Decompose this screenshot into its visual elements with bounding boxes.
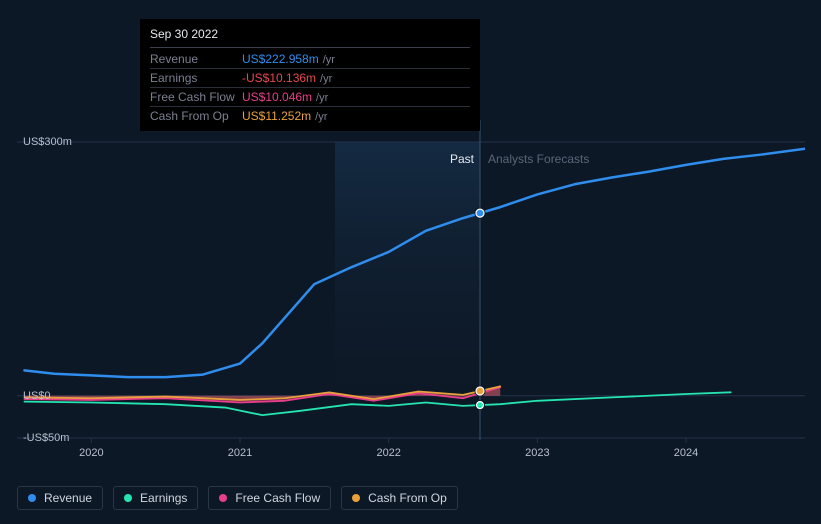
legend-dot <box>28 494 36 502</box>
tooltip-unit: /yr <box>320 73 332 85</box>
tooltip-unit: /yr <box>316 92 328 104</box>
tooltip-row-fcf: Free Cash Flow US$10.046m /yr <box>150 88 470 107</box>
tooltip-label: Cash From Op <box>150 109 242 123</box>
section-label-forecast: Analysts Forecasts <box>488 152 589 166</box>
legend-label: Earnings <box>140 491 187 505</box>
tooltip-label: Free Cash Flow <box>150 90 242 104</box>
y-axis-label: US$300m <box>23 136 72 148</box>
chart-legend: Revenue Earnings Free Cash Flow Cash Fro… <box>17 486 458 510</box>
section-label-past: Past <box>450 152 474 166</box>
x-axis-label: 2024 <box>674 447 698 459</box>
y-axis-label: US$0 <box>23 390 51 402</box>
tooltip-value: US$222.958m <box>242 52 319 66</box>
y-axis-label: -US$50m <box>23 432 69 444</box>
tooltip-value: -US$10.136m <box>242 71 316 85</box>
x-axis-label: 2023 <box>525 447 549 459</box>
legend-dot <box>124 494 132 502</box>
legend-label: Free Cash Flow <box>235 491 320 505</box>
tooltip-value: US$10.046m <box>242 90 312 104</box>
x-axis-label: 2022 <box>376 447 400 459</box>
legend-item-earnings[interactable]: Earnings <box>113 486 198 510</box>
tooltip-row-earnings: Earnings -US$10.136m /yr <box>150 69 470 88</box>
x-axis-label: 2020 <box>79 447 103 459</box>
legend-label: Revenue <box>44 491 92 505</box>
tooltip-date: Sep 30 2022 <box>150 27 470 48</box>
legend-item-cfo[interactable]: Cash From Op <box>341 486 458 510</box>
legend-dot <box>352 494 360 502</box>
earnings-revenue-chart[interactable]: US$300m US$0 -US$50m Past Analysts Forec… <box>17 120 805 460</box>
chart-tooltip: Sep 30 2022 Revenue US$222.958m /yr Earn… <box>140 19 480 131</box>
tooltip-label: Earnings <box>150 71 242 85</box>
tooltip-row-cfo: Cash From Op US$11.252m /yr <box>150 107 470 125</box>
legend-item-fcf[interactable]: Free Cash Flow <box>208 486 331 510</box>
legend-label: Cash From Op <box>368 491 447 505</box>
x-axis-label: 2021 <box>228 447 252 459</box>
tooltip-value: US$11.252m <box>242 109 311 123</box>
legend-dot <box>219 494 227 502</box>
tooltip-unit: /yr <box>315 111 327 123</box>
tooltip-unit: /yr <box>323 54 335 66</box>
tooltip-row-revenue: Revenue US$222.958m /yr <box>150 50 470 69</box>
chart-svg <box>17 120 805 460</box>
tooltip-label: Revenue <box>150 52 242 66</box>
legend-item-revenue[interactable]: Revenue <box>17 486 103 510</box>
